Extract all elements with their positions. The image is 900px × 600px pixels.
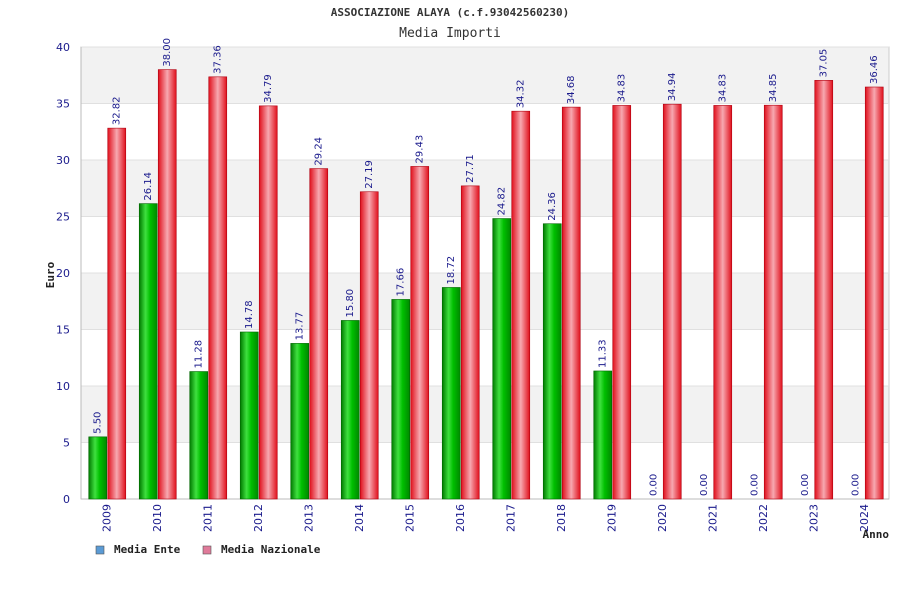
bar-value-label: 0.00	[850, 474, 861, 496]
bar-media-ente	[441, 287, 461, 500]
x-tick-label: 2015	[403, 504, 416, 532]
x-tick-label: 2017	[504, 504, 517, 532]
bar-value-label: 5.50	[93, 412, 104, 434]
y-tick-label: 0	[63, 493, 70, 506]
x-tick-label: 2010	[151, 504, 164, 532]
y-tick-label: 15	[56, 324, 70, 337]
y-axis-ticks: 0 5 10 15 20 25 30 35 40	[56, 41, 70, 506]
legend-label-media-nazionale: Media Nazionale	[221, 543, 321, 556]
x-tick-label: 2009	[100, 504, 113, 532]
bar-value-label: 27.71	[465, 154, 476, 183]
legend-swatch-media-nazionale	[202, 545, 212, 555]
y-tick-label: 35	[56, 98, 70, 111]
x-tick-label: 2014	[353, 504, 366, 532]
bar-value-label: 11.28	[194, 340, 205, 369]
bar-value-label: 29.24	[314, 137, 325, 166]
bar-value-label: 32.82	[112, 96, 123, 125]
bar-value-label: 34.83	[718, 74, 729, 103]
bar-value-label: 34.79	[263, 74, 274, 103]
bar-media-nazionale	[612, 105, 632, 500]
bar-value-label: 17.66	[396, 268, 407, 297]
x-axis-ticks: 2009 2010 2011 2012 2013 2014 2015 2016 2017 2018…	[100, 504, 871, 532]
bar-media-nazionale	[359, 191, 379, 500]
bar-value-label: 0.00	[699, 474, 710, 496]
bar-value-label: 24.36	[547, 192, 558, 221]
bar-media-nazionale	[309, 168, 329, 500]
y-tick-label: 10	[56, 380, 70, 393]
bar-value-label: 37.05	[819, 49, 830, 78]
bar-value-label: 29.43	[415, 135, 426, 164]
legend-label-media-ente: Media Ente	[114, 543, 181, 556]
bar-media-ente	[189, 371, 209, 500]
bar-media-nazionale	[662, 103, 682, 500]
bar-value-label: 0.00	[800, 474, 811, 496]
bar-value-label: 36.46	[869, 55, 880, 84]
bar-media-ente	[593, 370, 613, 500]
x-tick-label: 2020	[656, 504, 669, 532]
y-tick-label: 25	[56, 211, 70, 224]
y-tick-label: 40	[56, 41, 70, 54]
bar-value-label: 0.00	[648, 474, 659, 496]
bar-value-label: 38.00	[162, 38, 173, 67]
chart-title: ASSOCIAZIONE ALAYA (c.f.93042560230)	[331, 6, 569, 19]
x-tick-label: 2021	[706, 504, 719, 532]
bar-media-ente	[138, 203, 158, 500]
x-axis-label: Anno	[863, 528, 890, 541]
bar-media-ente	[542, 223, 562, 500]
bar-media-ente	[290, 343, 310, 500]
legend-swatch-media-ente	[95, 545, 105, 555]
bar-labels: 5.50 32.82 26.14 38.00 11.28 37.36 14.78 34.79 1…	[93, 38, 881, 496]
bar-media-nazionale	[814, 80, 834, 500]
bar-value-label: 24.82	[497, 187, 508, 216]
x-tick-label: 2011	[201, 504, 214, 532]
y-tick-label: 5	[63, 437, 70, 450]
bar-media-nazionale	[157, 69, 177, 500]
x-tick-label: 2016	[454, 504, 467, 532]
bar-value-label: 11.33	[598, 339, 609, 368]
y-tick-label: 30	[56, 154, 70, 167]
bar-media-nazionale	[410, 166, 430, 500]
bar-media-ente	[340, 320, 360, 500]
bar-media-nazionale	[713, 105, 733, 500]
bar-value-label: 34.68	[566, 75, 577, 104]
bar-media-ente	[391, 299, 411, 500]
bar-value-label: 37.36	[213, 45, 224, 74]
chart-subtitle: Media Importi	[399, 26, 501, 41]
bar-media-ente	[88, 436, 108, 500]
bar-value-label: 0.00	[749, 474, 760, 496]
x-tick-label: 2022	[757, 504, 770, 532]
bar-media-ente	[239, 331, 259, 500]
bar-value-label: 13.77	[295, 312, 306, 341]
bar-media-nazionale	[511, 110, 531, 500]
bar-value-label: 34.83	[617, 74, 628, 103]
bar-value-label: 34.85	[768, 74, 779, 103]
bar-media-nazionale	[763, 104, 783, 500]
bar-media-ente	[492, 218, 512, 500]
x-tick-label: 2012	[252, 504, 265, 532]
legend: Media Ente Media Nazionale	[95, 543, 321, 556]
x-tick-label: 2013	[302, 504, 315, 532]
x-tick-label: 2018	[555, 504, 568, 532]
bar-media-nazionale	[208, 76, 228, 500]
bar-value-label: 26.14	[143, 172, 154, 201]
y-tick-label: 20	[56, 267, 70, 280]
x-tick-label: 2024	[858, 504, 871, 532]
bar-media-nazionale	[864, 86, 884, 500]
bar-media-nazionale	[561, 106, 581, 500]
bar-value-label: 34.32	[516, 80, 527, 109]
x-tick-label: 2019	[605, 504, 618, 532]
y-axis-label: Euro	[44, 261, 57, 288]
bar-value-label: 27.19	[364, 160, 375, 189]
bar-media-nazionale	[460, 185, 480, 500]
bar-media-nazionale	[258, 105, 278, 500]
bar-value-label: 34.94	[667, 73, 678, 102]
x-tick-label: 2023	[807, 504, 820, 532]
bar-value-label: 14.78	[244, 300, 255, 329]
bar-value-label: 18.72	[446, 256, 457, 285]
bar-media-nazionale	[107, 127, 127, 500]
bars	[88, 69, 884, 500]
bar-value-label: 15.80	[345, 289, 356, 318]
